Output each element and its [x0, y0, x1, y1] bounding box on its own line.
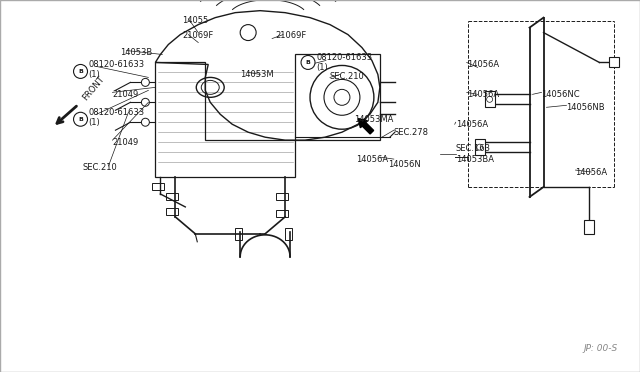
Bar — [152, 183, 164, 190]
Circle shape — [486, 96, 493, 102]
Bar — [609, 58, 620, 67]
Text: 14056A: 14056A — [356, 155, 388, 164]
Text: 14056A: 14056A — [467, 90, 499, 99]
Text: 14056A: 14056A — [575, 167, 607, 177]
Text: 08120-61633
(1): 08120-61633 (1) — [88, 60, 145, 79]
Text: 21069F: 21069F — [275, 31, 307, 40]
Text: 14053MA: 14053MA — [355, 115, 394, 124]
Circle shape — [141, 118, 149, 126]
Text: JP: 00-S: JP: 00-S — [583, 344, 618, 353]
Text: 14056NC: 14056NC — [541, 90, 580, 99]
Text: B: B — [78, 69, 83, 74]
Circle shape — [301, 55, 315, 70]
Text: 08120-61633
(1): 08120-61633 (1) — [316, 53, 372, 72]
Text: B: B — [78, 117, 83, 122]
Text: SEC.163
14053BA: SEC.163 14053BA — [456, 144, 493, 164]
Circle shape — [74, 64, 88, 78]
Text: 14056NB: 14056NB — [566, 103, 605, 112]
Bar — [584, 220, 595, 234]
Bar — [484, 92, 495, 107]
Bar — [166, 208, 179, 215]
Circle shape — [74, 112, 88, 126]
Text: 21069F: 21069F — [182, 31, 214, 40]
Bar — [276, 210, 288, 217]
Text: 21049: 21049 — [113, 138, 139, 147]
Circle shape — [477, 144, 483, 150]
Bar — [475, 139, 484, 155]
Text: 14053B: 14053B — [120, 48, 153, 57]
Text: SEC.210: SEC.210 — [330, 72, 365, 81]
FancyArrow shape — [358, 119, 374, 134]
Text: 14053M: 14053M — [240, 70, 274, 79]
Circle shape — [141, 98, 149, 106]
Bar — [276, 193, 288, 200]
Text: FRONT: FRONT — [81, 74, 106, 102]
Text: 08120-61633
(1): 08120-61633 (1) — [88, 108, 145, 127]
Circle shape — [141, 78, 149, 86]
Text: 14056A: 14056A — [456, 120, 488, 129]
Text: 14055: 14055 — [182, 16, 209, 25]
Text: SEC.210: SEC.210 — [83, 163, 117, 171]
Bar — [285, 228, 292, 240]
Text: 14056A: 14056A — [467, 60, 499, 69]
Text: 21049: 21049 — [113, 90, 139, 99]
Text: B: B — [305, 60, 310, 65]
Bar — [235, 228, 242, 240]
Bar — [166, 193, 179, 200]
Text: SEC.278: SEC.278 — [394, 128, 429, 137]
Text: 14056N: 14056N — [388, 160, 420, 169]
